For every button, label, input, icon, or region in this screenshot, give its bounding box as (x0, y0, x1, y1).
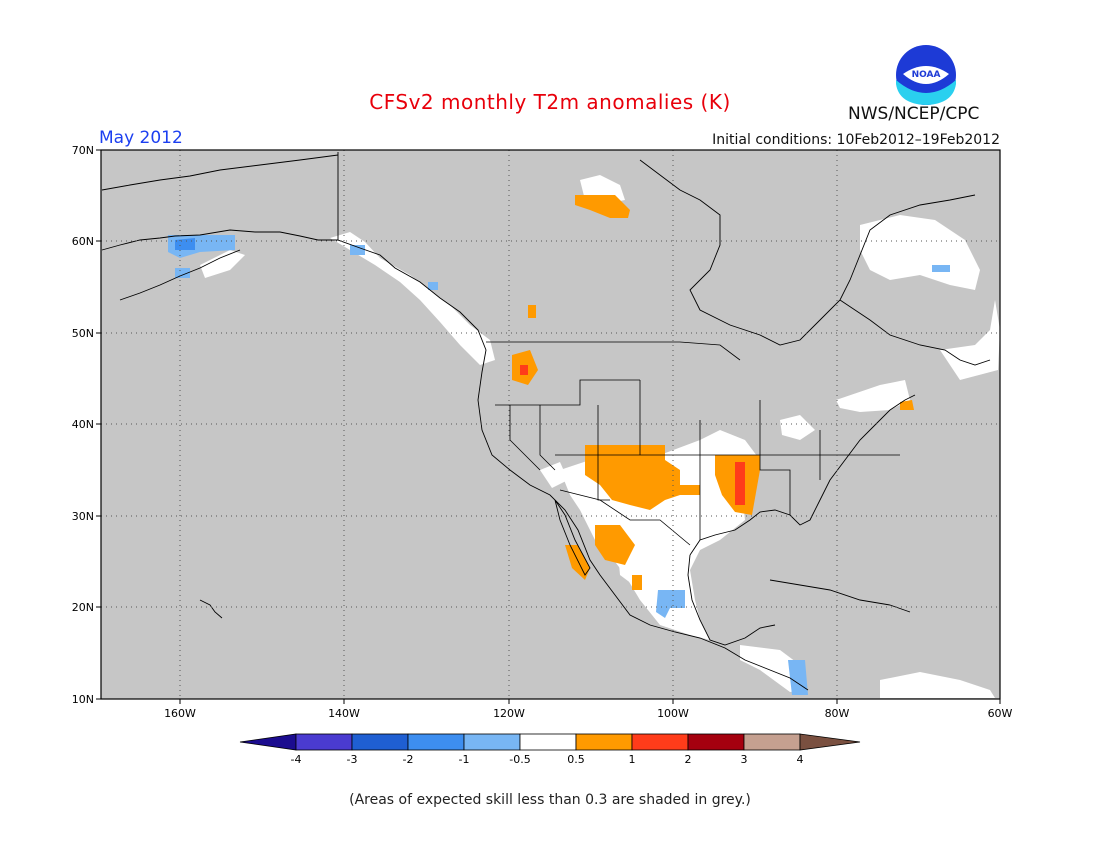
legend-swatch (687, 733, 745, 751)
lon-label: 120W (493, 707, 525, 720)
logo-text: NOAA (912, 70, 941, 80)
coastlines (101, 152, 991, 691)
legend-tick-label: -2 (403, 753, 414, 766)
skill-note: (Areas of expected skill less than 0.3 a… (349, 792, 751, 808)
legend-tick-label: -1 (459, 753, 470, 766)
legend-swatch (743, 733, 801, 751)
color-legend (239, 733, 861, 751)
legend-swatch (463, 733, 521, 751)
lon-label: 60W (988, 707, 1013, 720)
map-background (101, 150, 1000, 699)
legend-swatch (575, 733, 633, 751)
forecast-month: May 2012 (99, 128, 183, 148)
axis-ticks (96, 149, 1001, 704)
lat-label: 50N (72, 327, 94, 340)
lat-label: 70N (72, 144, 94, 157)
lon-label: 100W (657, 707, 689, 720)
legend-swatch (519, 733, 577, 751)
strong-warm-anomaly-areas (520, 365, 745, 505)
lat-label: 60N (72, 235, 94, 248)
legend-swatch (351, 733, 409, 751)
political-borders (486, 341, 900, 546)
noaa-logo-icon: NOAA (896, 45, 956, 105)
legend-swatch (239, 733, 297, 751)
lat-label: 40N (72, 418, 94, 431)
legend-swatch (631, 733, 689, 751)
legend-tick-label: 0.5 (567, 753, 585, 766)
legend-swatch (799, 733, 861, 751)
legend-tick-label: 3 (741, 753, 748, 766)
lon-label: 160W (164, 707, 196, 720)
map-title: CFSv2 monthly T2m anomalies (K) (369, 90, 731, 114)
initial-conditions: Initial conditions: 10Feb2012–19Feb2012 (712, 132, 1000, 148)
legend-tick-label: -4 (291, 753, 302, 766)
legend-tick-label: -3 (347, 753, 358, 766)
legend-swatch (295, 733, 353, 751)
lat-label: 10N (72, 693, 94, 706)
legend-swatch (407, 733, 465, 751)
lat-label: 20N (72, 601, 94, 614)
lat-label: 30N (72, 510, 94, 523)
cool-anomaly-areas (168, 235, 950, 695)
lon-label: 80W (825, 707, 850, 720)
legend-tick-label: 4 (797, 753, 804, 766)
legend-tick-label: 2 (685, 753, 692, 766)
agency-label: NWS/NCEP/CPC (848, 104, 980, 124)
legend-tick-label: 1 (629, 753, 636, 766)
legend-tick-label: -0.5 (509, 753, 530, 766)
lon-label: 140W (328, 707, 360, 720)
